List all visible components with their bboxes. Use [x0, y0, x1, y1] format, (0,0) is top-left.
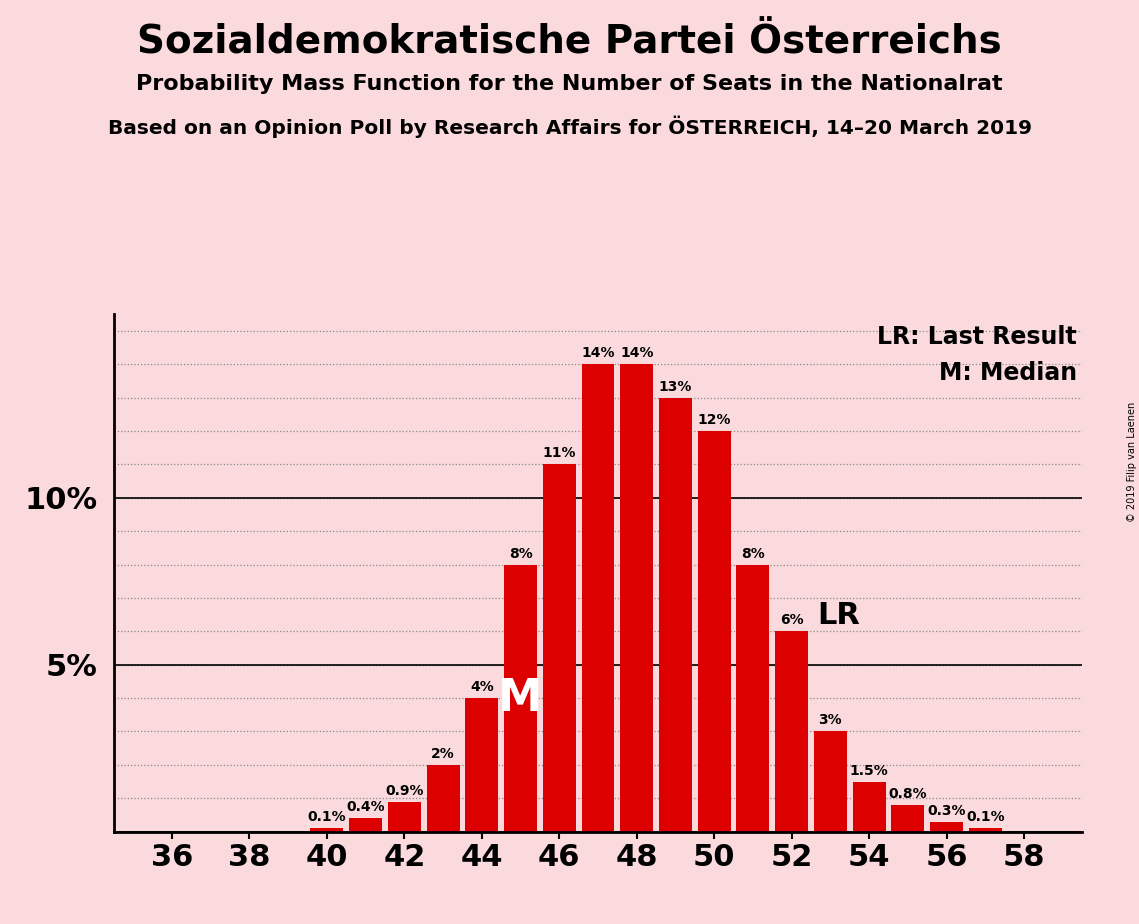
- Text: 0.4%: 0.4%: [346, 800, 385, 814]
- Text: © 2019 Filip van Laenen: © 2019 Filip van Laenen: [1126, 402, 1137, 522]
- Bar: [311, 828, 343, 832]
- Text: 2%: 2%: [432, 747, 454, 760]
- Text: LR: LR: [817, 601, 860, 629]
- Text: 0.1%: 0.1%: [308, 810, 346, 824]
- Text: 0.1%: 0.1%: [966, 810, 1005, 824]
- Text: 13%: 13%: [658, 380, 693, 394]
- Bar: [582, 364, 614, 832]
- Bar: [737, 565, 769, 832]
- Text: 0.9%: 0.9%: [385, 784, 424, 797]
- Bar: [892, 805, 924, 832]
- Text: LR: Last Result: LR: Last Result: [877, 324, 1077, 348]
- Text: Based on an Opinion Poll by Research Affairs for ÖSTERREICH, 14–20 March 2019: Based on an Opinion Poll by Research Aff…: [107, 116, 1032, 138]
- Bar: [814, 732, 846, 832]
- Bar: [543, 465, 575, 832]
- Bar: [621, 364, 653, 832]
- Text: 0.8%: 0.8%: [888, 787, 927, 801]
- Bar: [427, 765, 459, 832]
- Text: 1.5%: 1.5%: [850, 763, 888, 777]
- Bar: [969, 828, 1001, 832]
- Text: 4%: 4%: [470, 680, 493, 694]
- Bar: [505, 565, 536, 832]
- Bar: [776, 631, 808, 832]
- Text: Sozialdemokratische Partei Österreichs: Sozialdemokratische Partei Österreichs: [137, 23, 1002, 61]
- Text: 11%: 11%: [542, 446, 576, 460]
- Bar: [853, 782, 885, 832]
- Text: 12%: 12%: [697, 413, 731, 427]
- Text: Probability Mass Function for the Number of Seats in the Nationalrat: Probability Mass Function for the Number…: [137, 74, 1002, 94]
- Text: 3%: 3%: [819, 713, 842, 727]
- Text: M: M: [499, 676, 542, 720]
- Bar: [659, 397, 691, 832]
- Text: 14%: 14%: [620, 346, 654, 360]
- Bar: [466, 698, 498, 832]
- Text: 6%: 6%: [780, 614, 803, 627]
- Bar: [931, 821, 962, 832]
- Text: 14%: 14%: [581, 346, 615, 360]
- Text: M: Median: M: Median: [939, 360, 1077, 384]
- Text: 0.3%: 0.3%: [927, 804, 966, 818]
- Bar: [388, 801, 420, 832]
- Text: 8%: 8%: [509, 546, 532, 561]
- Bar: [698, 431, 730, 832]
- Bar: [350, 819, 382, 832]
- Text: 8%: 8%: [741, 546, 764, 561]
